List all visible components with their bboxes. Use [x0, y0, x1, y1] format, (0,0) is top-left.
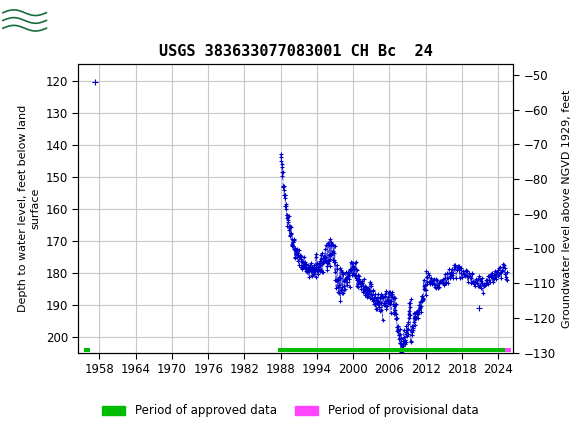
Bar: [84, 347, 90, 353]
Bar: [505, 347, 512, 353]
Legend: Period of approved data, Period of provisional data: Period of approved data, Period of provi…: [97, 399, 483, 422]
Y-axis label: Groundwater level above NGVD 1929, feet: Groundwater level above NGVD 1929, feet: [561, 89, 571, 328]
Title: USGS 383633077083001 CH Bc  24: USGS 383633077083001 CH Bc 24: [159, 44, 433, 59]
Bar: [278, 347, 505, 353]
Text: USGS: USGS: [52, 9, 107, 27]
Y-axis label: Depth to water level, feet below land
surface: Depth to water level, feet below land su…: [19, 105, 40, 312]
Bar: [3, 3, 46, 32]
